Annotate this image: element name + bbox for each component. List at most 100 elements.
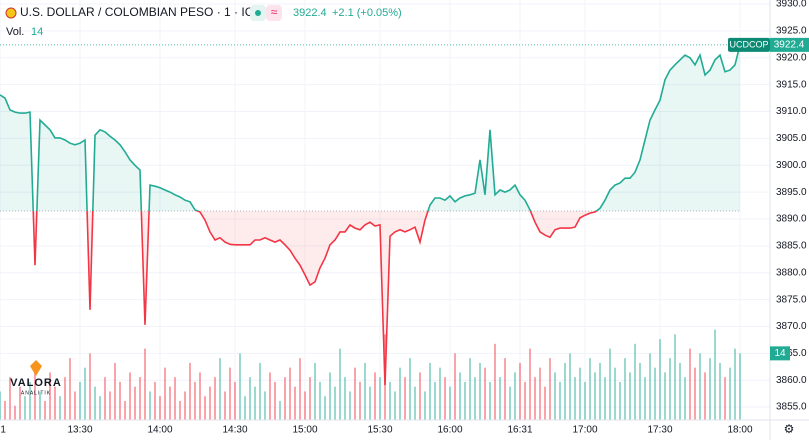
volume-bar <box>664 372 666 420</box>
volume-bar <box>534 377 536 420</box>
volume-bar <box>434 381 436 420</box>
volume-bar <box>694 367 696 420</box>
volume-bar <box>289 367 291 420</box>
volume-bar <box>319 381 321 420</box>
header-change: +2.1 (+0.05%) <box>332 7 402 19</box>
volume-bar <box>614 367 616 420</box>
volume-bar <box>669 358 671 420</box>
y-tick-label: 3855.0 <box>776 402 807 413</box>
volume-bar <box>359 381 361 420</box>
x-tick-label: 15:00 <box>292 425 317 436</box>
volume-bar <box>699 353 701 420</box>
volume-bar <box>264 391 266 420</box>
x-tick-label: 18:00 <box>727 425 752 436</box>
volume-bar <box>24 396 26 420</box>
volume-bar <box>559 381 561 420</box>
volume-bar <box>339 348 341 420</box>
volume-bar <box>629 372 631 420</box>
volume-bar <box>569 353 571 420</box>
volume-bar <box>209 386 211 420</box>
volume-bar <box>474 377 476 420</box>
volume-bar <box>649 353 651 420</box>
y-tick-label: 3875.0 <box>776 294 807 305</box>
volume-bar <box>254 386 256 420</box>
symbol-tag-label: UCDCOP <box>729 39 768 49</box>
volume-bar <box>584 381 586 420</box>
volume-bar <box>99 396 101 420</box>
x-tick-label: 16:31 <box>507 425 532 436</box>
x-tick-label: 13:30 <box>67 425 92 436</box>
volume-bar <box>74 391 76 420</box>
volume-bar <box>324 396 326 420</box>
volume-bar <box>439 367 441 420</box>
logo-brand: VALORA <box>10 377 62 389</box>
volume-bar <box>524 381 526 420</box>
volume-bar <box>674 334 676 420</box>
y-tick-label: 3910.0 <box>776 106 807 117</box>
volume-bar <box>364 362 366 420</box>
volume-bar <box>169 386 171 420</box>
volume-bar <box>199 372 201 420</box>
volume-bar <box>304 391 306 420</box>
volume-bar <box>184 391 186 420</box>
volume-bar <box>369 386 371 420</box>
volume-bar <box>399 367 401 420</box>
volume-label: Vol. <box>6 26 24 38</box>
delay-icon: ≈ <box>271 5 278 19</box>
volume-bar <box>34 362 36 420</box>
volume-bar <box>64 377 66 420</box>
volume-bar <box>679 362 681 420</box>
price-line-up <box>0 44 741 211</box>
settings-icon[interactable]: ⚙ <box>784 422 795 436</box>
volume-bar <box>514 372 516 420</box>
y-tick-label: 3915.0 <box>776 79 807 90</box>
plot <box>0 44 770 386</box>
x-tick-label: 15:30 <box>367 425 392 436</box>
volume-bar <box>709 358 711 420</box>
volume-bar <box>404 377 406 420</box>
volume-pane <box>0 329 741 420</box>
x-tick-label: 17:00 <box>572 425 597 436</box>
volume-bar <box>49 372 51 420</box>
volume-bar <box>554 372 556 420</box>
volume-bar <box>549 358 551 420</box>
volume-bar <box>59 396 61 420</box>
volume-bar <box>459 372 461 420</box>
volume-bar <box>729 367 731 420</box>
volume-bar <box>214 377 216 420</box>
volume-bar <box>394 391 396 420</box>
delay-badge[interactable] <box>266 5 282 21</box>
symbol-tag <box>728 37 770 52</box>
y-tick-label: 3925.0 <box>776 26 807 37</box>
volume-bar <box>494 343 496 420</box>
volume-tag <box>770 346 790 361</box>
symbol-title[interactable]: U.S. DOLLAR / COLOMBIAN PESO · 1 · ICE <box>20 5 261 19</box>
volume-bar <box>414 386 416 420</box>
volume-bar <box>84 367 86 420</box>
volume-bar <box>684 377 686 420</box>
volume-bar <box>39 391 41 420</box>
y-tick-label: 3900.0 <box>776 160 807 171</box>
volume-bar <box>79 381 81 420</box>
volume-bar <box>119 381 121 420</box>
volume-bar <box>294 386 296 420</box>
volume-bar <box>544 386 546 420</box>
x-tick-label: 31 <box>0 425 6 436</box>
volume-bar <box>654 367 656 420</box>
volume-bar <box>454 353 456 420</box>
volume-bar <box>594 372 596 420</box>
volume-bar <box>89 353 91 420</box>
volume-bar <box>44 400 46 420</box>
volume-bar <box>479 362 481 420</box>
volume-bar <box>389 381 391 420</box>
volume-bar <box>9 377 11 420</box>
price-line-down <box>32 210 598 386</box>
logo-icon <box>30 360 42 376</box>
volume-bar <box>644 377 646 420</box>
volume-bar <box>279 400 281 420</box>
volume-bar <box>354 367 356 420</box>
volume-bar <box>639 362 641 420</box>
volume-bar <box>104 377 106 420</box>
volume-bar <box>344 377 346 420</box>
